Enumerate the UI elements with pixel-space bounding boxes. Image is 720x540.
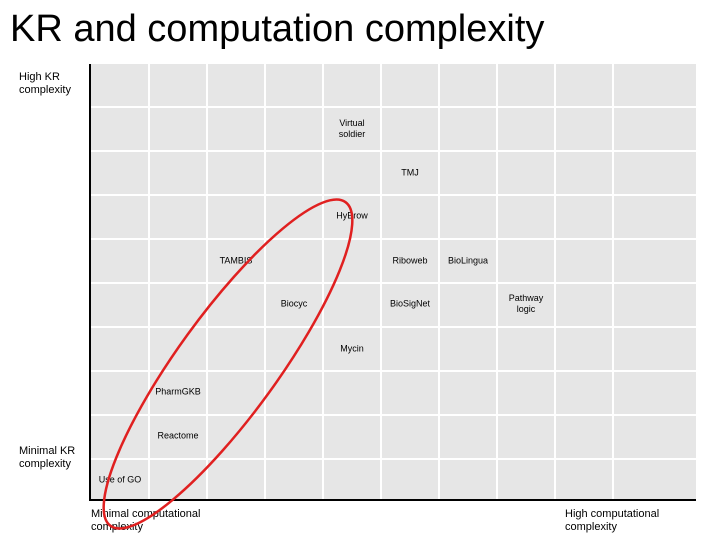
item-label: Reactome: [157, 430, 199, 441]
item-pathway-logic: Pathway logic: [509, 293, 544, 315]
item-biosignet: BioSigNet: [390, 299, 430, 310]
grid-line-h: [90, 238, 696, 240]
item-tmj: TMJ: [401, 168, 419, 179]
item-label: Use of GO: [98, 474, 142, 485]
highlight-ellipse: [102, 198, 354, 530]
x-axis-high-label: High computational complexity: [565, 508, 660, 533]
item-biocyc: Biocyc: [281, 299, 308, 310]
grid-line-h: [90, 106, 696, 108]
y-axis-low-label: Minimal KR complexity: [19, 445, 76, 470]
item-label: TMJ: [401, 167, 419, 178]
x-axis-line: [89, 499, 696, 501]
item-use-of-go: Use of GO: [99, 475, 142, 486]
item-label-line2: soldier: [338, 129, 366, 139]
item-pharmgkb: PharmGKB: [155, 387, 201, 398]
grid-line-h: [90, 326, 696, 328]
grid-line-h: [90, 282, 696, 284]
grid-line-h: [90, 194, 696, 196]
item-label-line1: Pathway: [508, 293, 544, 303]
item-label: PharmGKB: [155, 386, 201, 397]
item-label-line1: Virtual: [339, 118, 365, 128]
y-axis-high-label: High KR complexity: [19, 71, 71, 96]
grid-line-h: [90, 150, 696, 152]
item-label: BioSigNet: [389, 298, 431, 309]
item-label: Riboweb: [392, 255, 428, 266]
item-virtual-soldier: Virtual soldier: [339, 118, 366, 140]
grid-line-h: [90, 414, 696, 416]
slide-title: KR and computation complexity: [10, 8, 545, 50]
item-label: Mycin: [340, 343, 364, 354]
item-tambis: TAMBIS: [220, 256, 253, 267]
item-label: BioLingua: [447, 255, 489, 266]
grid-line-h: [90, 370, 696, 372]
grid-line-h: [90, 458, 696, 460]
item-mycin: Mycin: [340, 344, 364, 355]
item-label: TAMBIS: [219, 255, 253, 266]
plot-grid: [90, 64, 696, 500]
item-riboweb: Riboweb: [392, 256, 427, 267]
item-label-line2: logic: [516, 304, 536, 314]
item-biolingua: BioLingua: [448, 256, 488, 267]
y-axis-line: [89, 64, 91, 500]
x-axis-low-label: Minimal computational complexity: [91, 508, 201, 533]
item-reactome: Reactome: [157, 431, 198, 442]
item-label: Biocyc: [280, 298, 308, 309]
